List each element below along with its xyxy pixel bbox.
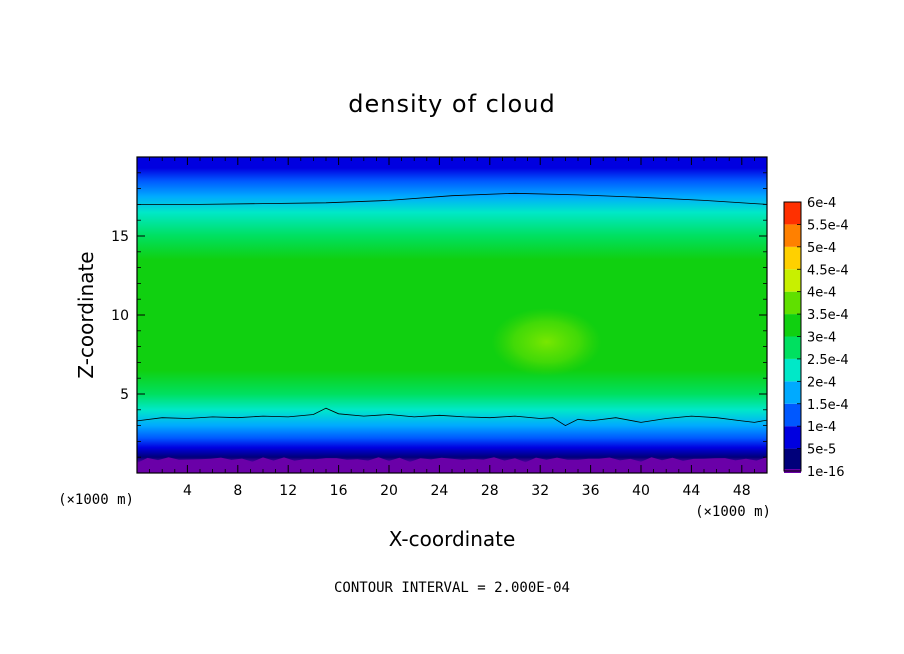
x-tick-label: 24 <box>430 483 448 499</box>
y-tick-label: 5 <box>120 387 129 403</box>
colorbar: 1e-16 5e-5 1e-4 1.5e-4 2e-4 2.5e-4 3e-4 3.5e-4 4… <box>783 196 849 480</box>
x-tick-label: 36 <box>582 483 600 499</box>
colorbar-swatch <box>784 358 801 382</box>
colorbar-swatch <box>784 336 801 359</box>
colorbar-label: 3e-4 <box>807 331 836 346</box>
x-tick-label: 4 <box>183 483 192 499</box>
colorbar-swatch <box>784 246 801 270</box>
density-field <box>137 157 767 473</box>
y-axis-label: Z-coordinate <box>74 251 98 378</box>
colorbar-swatch <box>784 448 801 471</box>
colorbar-swatch <box>784 269 801 292</box>
x-tick-label: 40 <box>632 483 650 499</box>
colorbar-label: 6e-4 <box>807 196 836 211</box>
x-tick-label: 48 <box>733 483 751 499</box>
colorbar-swatch <box>784 291 801 315</box>
colorbar-label: 3.5e-4 <box>807 308 849 323</box>
colorbar-swatch <box>784 403 801 427</box>
x-tick-label: 32 <box>531 483 549 499</box>
colorbar-label: 5.5e-4 <box>807 218 849 233</box>
x-axis-unit-right: (×1000 m) <box>695 504 771 520</box>
x-tick-label: 8 <box>233 483 242 499</box>
x-axis-unit-left: (×1000 m) <box>58 492 134 508</box>
x-axis-ticks: 4 8 12 16 20 24 28 32 36 40 44 48 <box>149 157 755 499</box>
colorbar-swatch <box>784 381 801 404</box>
colorbar-swatch <box>784 426 801 449</box>
colorbar-label: 4.5e-4 <box>807 263 849 278</box>
contour-line-2 <box>137 407 767 427</box>
y-tick-label: 15 <box>111 229 129 245</box>
colorbar-label: 1e-4 <box>807 420 836 435</box>
colorbar-swatch <box>784 224 801 247</box>
colorbar-label: 5e-4 <box>807 241 836 256</box>
x-tick-label: 20 <box>380 483 398 499</box>
x-tick-label: 12 <box>279 483 297 499</box>
density-maximum-region <box>491 307 602 376</box>
x-tick-label: 28 <box>481 483 499 499</box>
colorbar-label: 4e-4 <box>807 286 836 301</box>
colorbar-swatch <box>784 314 801 337</box>
low-density-band <box>137 457 767 473</box>
colorbar-label: 1e-16 <box>807 465 845 480</box>
contour-interval-note: CONTOUR INTERVAL = 2.000E-04 <box>334 580 570 596</box>
colorbar-label: 1.5e-4 <box>807 398 849 413</box>
x-tick-label: 44 <box>682 483 700 499</box>
contour-lines <box>137 192 767 427</box>
colorbar-label: 2e-4 <box>807 375 836 390</box>
contour-line-1 <box>137 192 767 205</box>
colorbar-swatch <box>784 202 801 225</box>
colorbar-label: 5e-5 <box>807 443 836 458</box>
y-tick-label: 10 <box>111 308 129 324</box>
y-axis-ticks: 5 10 15 <box>111 172 767 458</box>
chart-title: density of cloud <box>348 90 555 118</box>
colorbar-label: 2.5e-4 <box>807 353 849 368</box>
x-tick-label: 16 <box>330 483 348 499</box>
x-axis-label: X-coordinate <box>389 527 516 551</box>
